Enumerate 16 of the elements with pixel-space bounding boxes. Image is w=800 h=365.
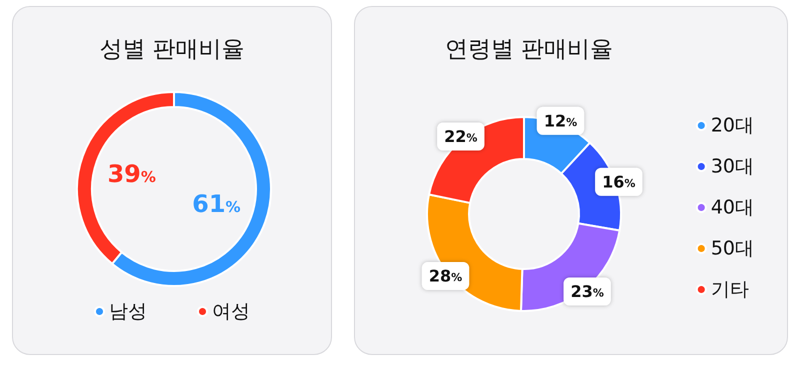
chart-title: 연령별 판매비율 xyxy=(444,36,614,62)
data-label: 23% xyxy=(570,282,604,301)
data-label: 61% xyxy=(192,190,241,218)
legend-label: 20대 xyxy=(710,114,754,136)
legend-label: 50대 xyxy=(710,238,754,260)
data-label: 12% xyxy=(544,111,578,130)
legend-label: 기타 xyxy=(710,278,749,300)
data-label: 39% xyxy=(107,160,156,188)
legend-label: 30대 xyxy=(710,156,754,178)
legend-label: 40대 xyxy=(710,196,754,218)
data-label: 22% xyxy=(444,127,478,146)
chart-title: 성별 판매비율 xyxy=(99,36,245,62)
legend-label: 남성 xyxy=(109,300,147,322)
legend-label: 여성 xyxy=(212,300,250,322)
data-label: 16% xyxy=(602,172,636,192)
data-label: 28% xyxy=(428,266,462,286)
